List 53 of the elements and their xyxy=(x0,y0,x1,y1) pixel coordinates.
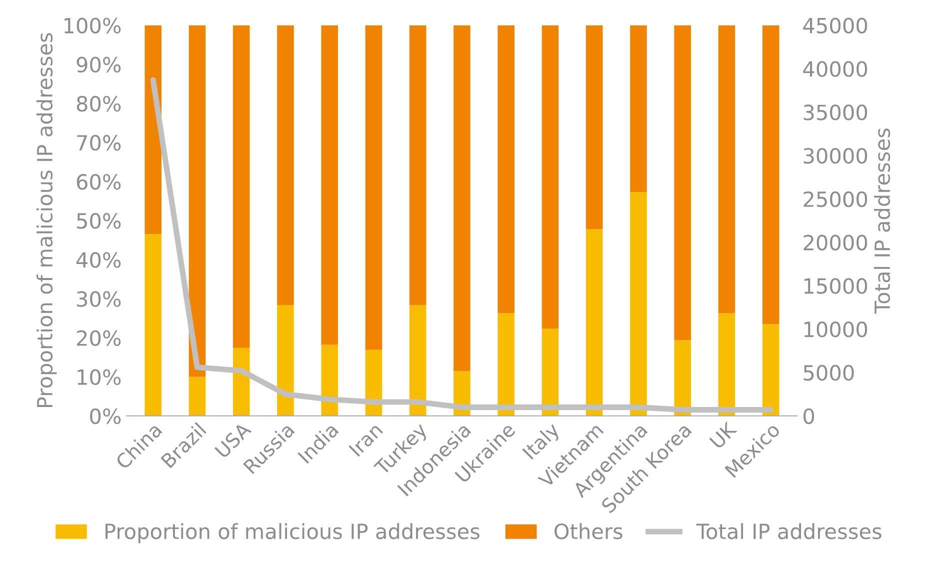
bar xyxy=(542,328,559,416)
legend-label: Proportion of malicious IP addresses xyxy=(106,523,480,544)
legend-label: Others xyxy=(554,523,622,540)
y2-tick-label: 0 xyxy=(804,408,814,424)
bar xyxy=(232,25,250,348)
y2-tick-label: 5000 xyxy=(804,364,854,381)
y2-axis-title: Total IP addresses xyxy=(874,128,890,314)
legend-label: Total IP addresses xyxy=(696,523,882,540)
bar xyxy=(144,25,162,234)
bar xyxy=(630,192,647,416)
bar xyxy=(498,25,514,314)
bar xyxy=(586,25,603,230)
bar xyxy=(409,304,426,416)
y2-tick-label: 40000 xyxy=(803,61,868,77)
bar xyxy=(718,25,736,314)
y2-tick-label: 10000 xyxy=(804,322,868,338)
y2-tick-label: 30000 xyxy=(804,148,868,164)
bar xyxy=(586,229,603,416)
y-tick-label: 50% xyxy=(77,213,121,229)
y2-tick-label: 45000 xyxy=(803,18,868,34)
bar xyxy=(277,25,294,305)
y2-tick-label: 20000 xyxy=(804,234,868,250)
y-tick-label: 30% xyxy=(77,291,121,307)
bar xyxy=(630,25,647,192)
bar xyxy=(409,25,426,305)
bar xyxy=(277,304,294,416)
y-tick-label: 80% xyxy=(76,96,121,112)
y-axis-title: Proportion of malicious IP addresses xyxy=(36,33,57,408)
y-tick-label: 100% xyxy=(64,18,121,34)
bar xyxy=(674,25,691,340)
bar xyxy=(365,25,382,350)
bar xyxy=(188,376,206,416)
y-tick-label: 40% xyxy=(76,252,121,268)
bar xyxy=(674,340,691,416)
bar xyxy=(188,25,206,377)
y2-tick-label: 35000 xyxy=(804,104,868,120)
bar xyxy=(762,324,780,416)
y-tick-label: 10% xyxy=(78,369,121,386)
bar xyxy=(718,313,736,416)
y-tick-label: 0% xyxy=(90,408,121,424)
bar xyxy=(144,234,162,416)
bar xyxy=(762,25,780,324)
y-tick-label: 60% xyxy=(76,174,121,190)
bar xyxy=(321,344,338,416)
bar xyxy=(542,25,559,329)
y-tick-label: 90% xyxy=(76,56,121,73)
y2-tick-label: 15000 xyxy=(804,278,868,294)
bar xyxy=(454,25,470,371)
y-tick-label: 20% xyxy=(76,330,121,346)
y2-tick-label: 25000 xyxy=(804,191,868,208)
bar xyxy=(321,25,338,345)
bar xyxy=(498,313,514,416)
y-tick-label: 70% xyxy=(77,134,121,151)
